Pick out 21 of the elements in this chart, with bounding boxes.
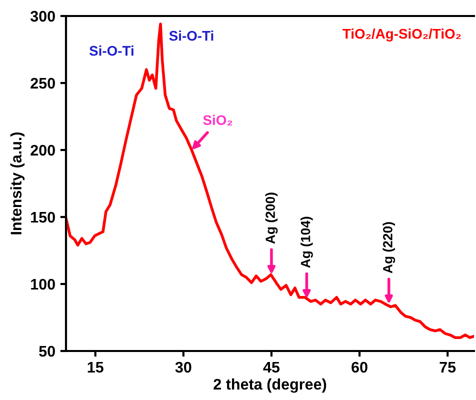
annotation: SiO₂ <box>203 114 232 126</box>
x-tick-label: 15 <box>88 362 104 373</box>
y-tick-label: 200 <box>30 144 55 156</box>
y-axis-title: Intensity (a.u.) <box>10 132 25 234</box>
y-tick-label: 150 <box>31 212 55 223</box>
y-tick-label: 50 <box>39 346 55 357</box>
x-axis-title: 2 theta (degree) <box>214 378 326 393</box>
text: TiO₂/Ag-SiO₂/TiO₂ <box>342 28 461 42</box>
y-tick-label: 100 <box>31 278 55 290</box>
line-series <box>66 22 474 339</box>
x-tick-label: 75 <box>440 362 456 373</box>
annotation: Ag (220) <box>382 222 396 274</box>
x-tick-label: 30 <box>175 362 192 373</box>
y-tick-label: 250 <box>30 78 55 89</box>
x-tick-label: 60 <box>352 362 368 373</box>
annotation: Si-O-Ti <box>89 46 134 56</box>
annotation: Si-O-Ti <box>169 30 214 41</box>
y-tick-label: 300 <box>30 10 55 22</box>
annotation: Ag (200) <box>265 192 278 244</box>
annotation: Ag (104) <box>300 216 313 268</box>
x-tick-label: 45 <box>263 362 280 373</box>
